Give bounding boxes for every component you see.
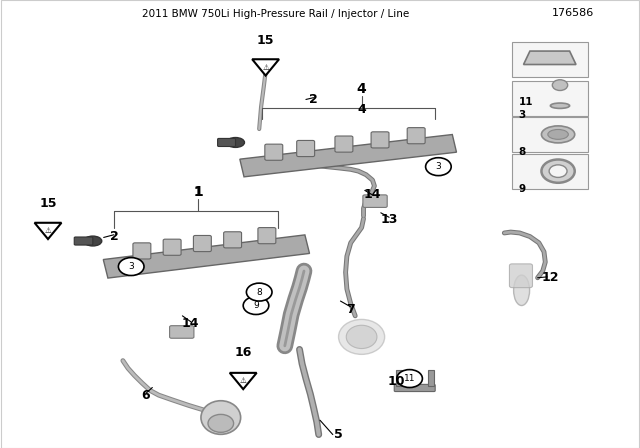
Text: 176586: 176586	[552, 9, 594, 18]
Text: 2: 2	[109, 230, 118, 243]
FancyBboxPatch shape	[163, 239, 181, 255]
Text: ⚠: ⚠	[240, 376, 246, 385]
Ellipse shape	[84, 236, 102, 246]
FancyBboxPatch shape	[407, 128, 425, 144]
Text: 3: 3	[518, 110, 525, 120]
Text: 8: 8	[257, 288, 262, 297]
Polygon shape	[524, 51, 576, 65]
Text: 7: 7	[346, 302, 355, 316]
FancyBboxPatch shape	[258, 228, 276, 244]
FancyBboxPatch shape	[512, 42, 588, 77]
FancyBboxPatch shape	[509, 264, 532, 288]
FancyBboxPatch shape	[363, 195, 387, 207]
Text: 16: 16	[234, 346, 252, 359]
FancyBboxPatch shape	[223, 232, 241, 248]
Text: 6: 6	[141, 388, 150, 402]
FancyBboxPatch shape	[265, 144, 283, 160]
Text: 3: 3	[129, 262, 134, 271]
Text: 1: 1	[193, 185, 204, 199]
FancyBboxPatch shape	[297, 141, 315, 157]
Text: 4: 4	[356, 82, 367, 96]
FancyBboxPatch shape	[170, 326, 194, 338]
FancyBboxPatch shape	[394, 384, 435, 392]
Polygon shape	[35, 223, 61, 239]
Text: 12: 12	[541, 271, 559, 284]
FancyBboxPatch shape	[193, 236, 211, 252]
Text: 11: 11	[404, 374, 415, 383]
Text: 4: 4	[357, 103, 366, 116]
Text: 14: 14	[364, 188, 381, 202]
Text: 8: 8	[518, 147, 525, 157]
FancyBboxPatch shape	[133, 243, 151, 259]
Text: 3: 3	[436, 162, 441, 171]
Polygon shape	[240, 134, 456, 177]
FancyBboxPatch shape	[74, 237, 93, 245]
Text: 11: 11	[518, 97, 533, 107]
Text: 1: 1	[194, 186, 203, 199]
FancyBboxPatch shape	[512, 81, 588, 116]
Polygon shape	[230, 373, 257, 389]
Circle shape	[243, 297, 269, 314]
Polygon shape	[103, 235, 310, 278]
Text: 9: 9	[518, 184, 525, 194]
FancyBboxPatch shape	[512, 154, 588, 189]
FancyBboxPatch shape	[428, 370, 434, 386]
Circle shape	[541, 159, 575, 183]
Circle shape	[397, 370, 422, 388]
Ellipse shape	[550, 103, 570, 108]
Text: 15: 15	[257, 34, 275, 47]
Circle shape	[246, 283, 272, 301]
Ellipse shape	[513, 275, 529, 306]
FancyBboxPatch shape	[218, 138, 236, 146]
FancyBboxPatch shape	[335, 136, 353, 152]
Ellipse shape	[339, 319, 385, 354]
Text: 13: 13	[380, 213, 398, 226]
Circle shape	[549, 165, 567, 177]
Text: 14: 14	[182, 317, 200, 330]
Circle shape	[118, 258, 144, 276]
Ellipse shape	[548, 129, 568, 139]
Ellipse shape	[201, 401, 241, 435]
Text: 10: 10	[388, 375, 406, 388]
Text: 9: 9	[253, 301, 259, 310]
Circle shape	[426, 158, 451, 176]
Text: 5: 5	[333, 428, 342, 441]
Ellipse shape	[227, 138, 244, 147]
Ellipse shape	[208, 414, 234, 432]
Text: 2: 2	[309, 93, 318, 106]
Polygon shape	[252, 59, 279, 76]
Text: 2011 BMW 750Li High-Pressure Rail / Injector / Line: 2011 BMW 750Li High-Pressure Rail / Inje…	[141, 9, 409, 19]
FancyBboxPatch shape	[512, 117, 588, 152]
Text: ⚠: ⚠	[45, 226, 51, 235]
FancyBboxPatch shape	[371, 132, 389, 148]
Text: 15: 15	[39, 197, 57, 211]
Text: ⚠: ⚠	[262, 63, 269, 72]
Ellipse shape	[346, 325, 377, 349]
Ellipse shape	[541, 126, 575, 143]
Circle shape	[552, 80, 568, 90]
FancyBboxPatch shape	[396, 370, 402, 386]
